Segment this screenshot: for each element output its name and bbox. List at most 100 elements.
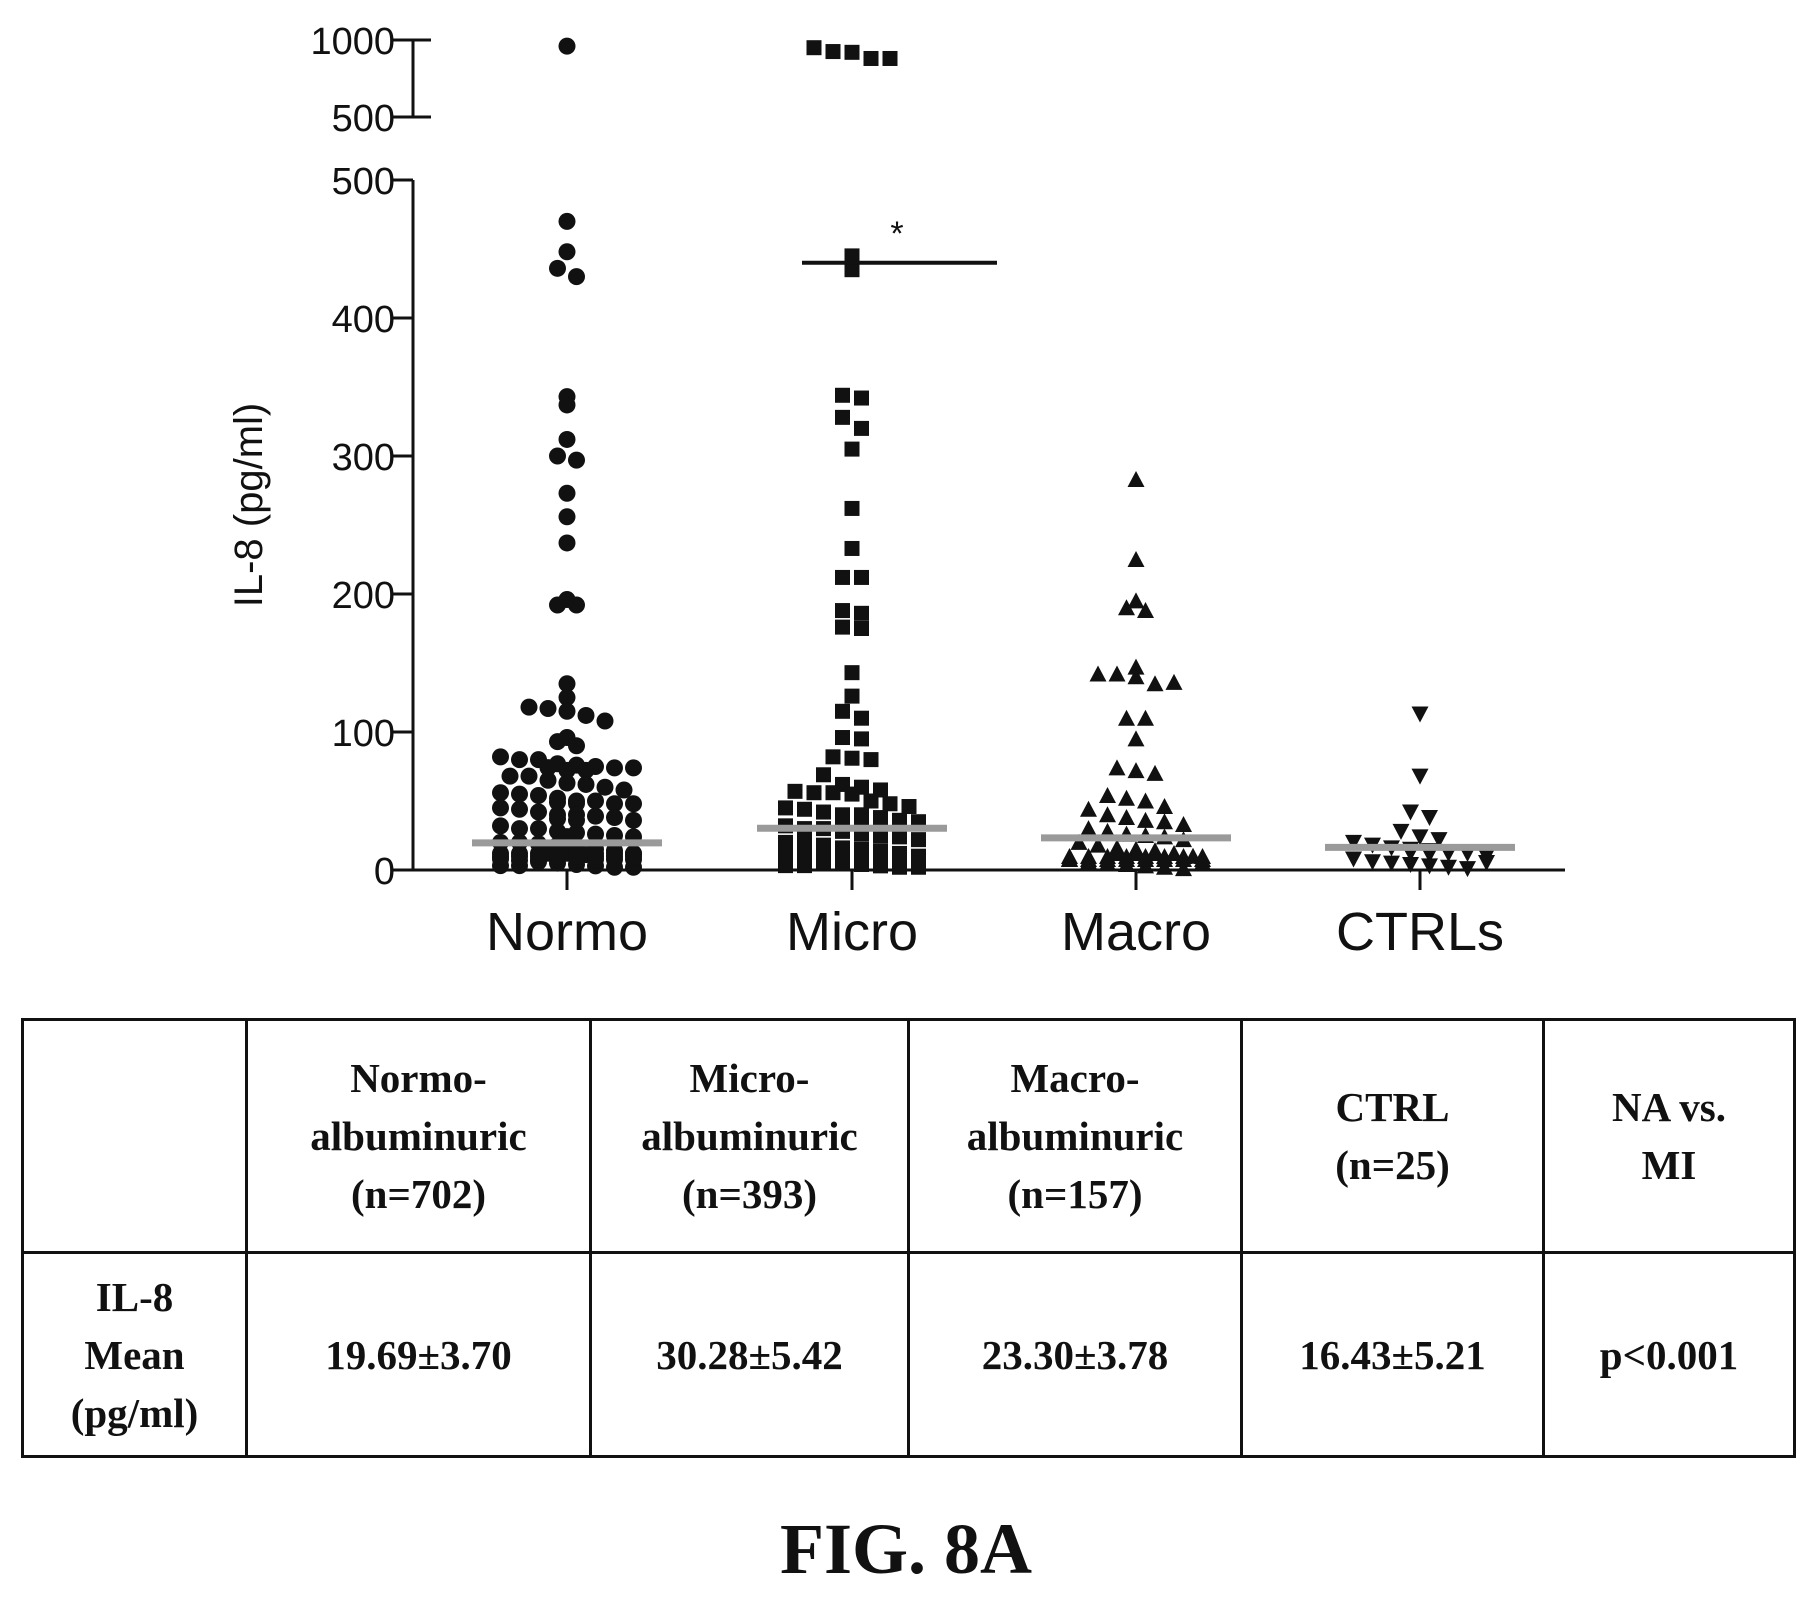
point-normo bbox=[511, 820, 528, 838]
point-normo bbox=[511, 751, 528, 769]
table-row-il8-mean: IL-8 Mean (pg/ml) 19.69±3.70 30.28±5.42 … bbox=[21, 1251, 1796, 1458]
point-micro bbox=[844, 688, 860, 704]
point-macro bbox=[1137, 792, 1154, 809]
point-micro bbox=[778, 800, 793, 816]
point-macro bbox=[1175, 848, 1192, 864]
point-micro bbox=[825, 785, 841, 801]
point-macro bbox=[1127, 592, 1145, 609]
point-micro bbox=[863, 793, 879, 809]
point-micro bbox=[816, 767, 831, 783]
point-micro bbox=[806, 785, 822, 801]
point-macro bbox=[1080, 848, 1097, 864]
point-micro bbox=[835, 409, 850, 425]
point-normo bbox=[625, 759, 642, 777]
header-micro: Micro- albuminuric (n=393) bbox=[589, 1018, 910, 1254]
point-macro bbox=[1137, 602, 1154, 619]
point-micro bbox=[825, 44, 841, 60]
point-normo bbox=[587, 845, 604, 862]
point-macro bbox=[1061, 848, 1078, 864]
header-macro: Macro- albuminuric (n=157) bbox=[907, 1018, 1243, 1254]
point-normo bbox=[511, 845, 528, 862]
point-normo bbox=[558, 484, 576, 502]
point-macro bbox=[1165, 844, 1183, 861]
point-ctrls bbox=[1345, 851, 1362, 868]
point-normo bbox=[549, 810, 566, 828]
point-macro bbox=[1156, 813, 1173, 830]
point-micro bbox=[844, 500, 860, 516]
point-normo bbox=[549, 733, 566, 751]
point-macro bbox=[1080, 800, 1097, 817]
point-macro bbox=[1127, 845, 1145, 861]
point-normo bbox=[587, 807, 604, 825]
point-micro bbox=[844, 248, 860, 264]
point-micro bbox=[863, 752, 879, 768]
point-ctrls bbox=[1421, 810, 1438, 827]
point-normo bbox=[539, 700, 557, 718]
point-micro bbox=[835, 387, 850, 403]
point-normo bbox=[558, 675, 576, 693]
point-micro bbox=[825, 749, 841, 765]
x-tick-label: Macro bbox=[1061, 902, 1211, 962]
point-micro bbox=[816, 804, 831, 820]
point-macro bbox=[1118, 599, 1135, 616]
y-tick-label: 500 bbox=[332, 161, 395, 203]
point-micro bbox=[892, 829, 907, 845]
point-macro bbox=[1118, 789, 1135, 806]
point-macro bbox=[1127, 730, 1145, 747]
point-normo bbox=[625, 811, 642, 829]
point-macro bbox=[1175, 860, 1192, 877]
point-micro bbox=[835, 603, 850, 619]
point-normo bbox=[549, 447, 566, 465]
point-micro bbox=[806, 40, 822, 56]
point-macro bbox=[1118, 809, 1135, 826]
il8-dot-plot: 0 100 200 300 400 500 500 1000 Normo Micro Macro CT… bbox=[227, 21, 1565, 962]
point-micro bbox=[882, 796, 898, 812]
y-tick-label-upper: 500 bbox=[332, 98, 395, 140]
point-micro bbox=[854, 846, 869, 861]
axis-labels: 0 100 200 300 400 500 500 1000 Normo Micro Macro CT… bbox=[227, 21, 1504, 962]
point-normo bbox=[558, 430, 576, 448]
point-macro bbox=[1099, 786, 1116, 803]
point-macro bbox=[1146, 764, 1164, 781]
point-micro bbox=[882, 50, 898, 66]
point-micro bbox=[854, 621, 869, 636]
point-ctrls bbox=[1392, 823, 1410, 840]
point-micro bbox=[911, 849, 926, 864]
point-normo bbox=[558, 774, 576, 792]
y-tick-label: 100 bbox=[332, 713, 395, 755]
point-macro bbox=[1070, 833, 1088, 850]
point-normo bbox=[530, 786, 547, 804]
row-label-il8-mean: IL-8 Mean (pg/ml) bbox=[21, 1251, 248, 1458]
point-micro bbox=[854, 569, 869, 585]
point-normo bbox=[492, 748, 509, 766]
point-macro bbox=[1127, 551, 1145, 567]
header-comparison: NA vs. MI bbox=[1542, 1018, 1796, 1254]
point-normo bbox=[530, 845, 547, 862]
point-normo bbox=[558, 243, 576, 261]
point-macro bbox=[1194, 848, 1211, 864]
point-micro bbox=[835, 619, 850, 635]
point-ctrls bbox=[1345, 834, 1362, 851]
cell-macro-mean: 23.30±3.78 bbox=[907, 1251, 1243, 1458]
point-micro bbox=[787, 783, 803, 799]
point-micro bbox=[797, 801, 812, 817]
point-micro bbox=[835, 812, 850, 828]
point-ctrls bbox=[1411, 706, 1429, 723]
point-macro bbox=[1127, 668, 1145, 685]
point-micro bbox=[892, 812, 907, 828]
point-ctrls bbox=[1364, 854, 1381, 871]
point-normo bbox=[492, 817, 509, 835]
point-macro bbox=[1108, 665, 1126, 682]
point-normo bbox=[511, 785, 528, 803]
point-micro bbox=[844, 441, 860, 457]
point-macro bbox=[1089, 665, 1107, 682]
point-macro bbox=[1127, 470, 1145, 487]
table-corner-cell bbox=[21, 1018, 248, 1254]
point-normo bbox=[492, 845, 509, 862]
point-ctrls bbox=[1402, 804, 1419, 821]
point-micro bbox=[844, 750, 860, 766]
point-micro bbox=[835, 730, 850, 746]
point-micro bbox=[797, 846, 812, 861]
point-micro bbox=[854, 731, 869, 747]
point-normo bbox=[568, 596, 585, 614]
